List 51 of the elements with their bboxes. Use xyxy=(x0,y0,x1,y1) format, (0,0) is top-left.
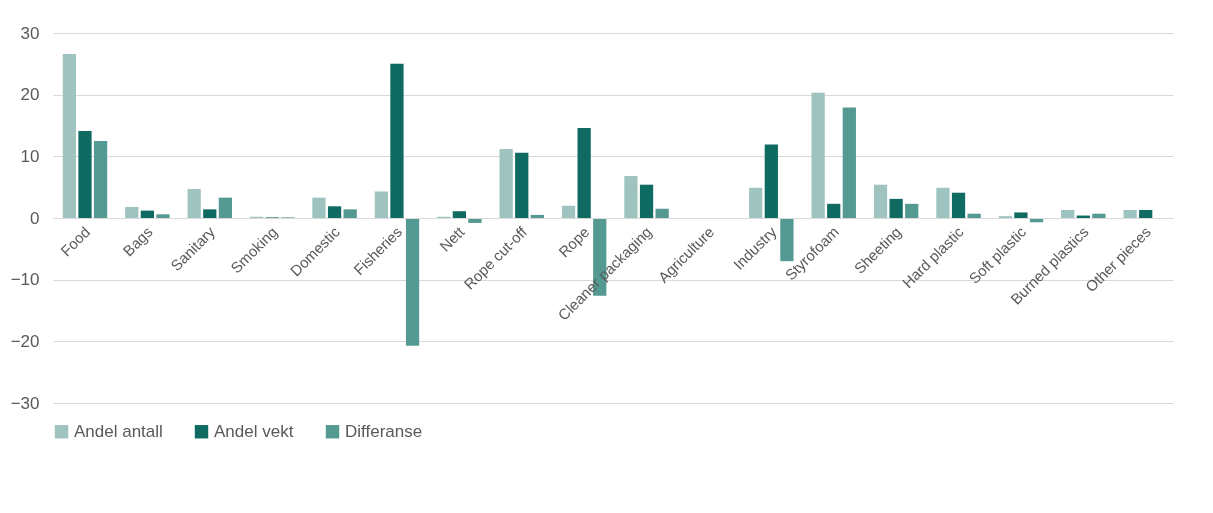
y-tick-label: 0 xyxy=(30,208,40,228)
bar xyxy=(499,148,513,218)
legend-label: Andel antall xyxy=(74,421,163,441)
bar xyxy=(827,203,841,218)
legend-label: Differanse xyxy=(345,421,423,441)
bar xyxy=(156,214,170,218)
y-tick-label: −10 xyxy=(10,270,40,290)
bar xyxy=(842,107,856,218)
bar xyxy=(1139,209,1153,218)
bar xyxy=(624,176,638,218)
y-tick-label: 30 xyxy=(20,23,40,43)
bar xyxy=(764,144,778,218)
bar xyxy=(140,210,154,218)
bar xyxy=(405,218,420,346)
bar xyxy=(561,205,576,218)
bar xyxy=(452,211,466,218)
bar xyxy=(1061,209,1075,218)
bar xyxy=(577,127,591,218)
bar xyxy=(889,198,903,218)
bar xyxy=(327,206,342,218)
y-tick-label: 10 xyxy=(20,146,40,166)
y-tick-label: −30 xyxy=(10,393,40,413)
bar xyxy=(374,191,388,218)
bar xyxy=(530,214,544,218)
bar xyxy=(811,92,825,218)
bar xyxy=(1014,212,1028,218)
y-tick-label: 20 xyxy=(20,85,40,105)
bar xyxy=(218,197,232,218)
bar xyxy=(639,184,654,218)
bar xyxy=(343,209,357,218)
bar xyxy=(905,203,919,218)
x-tick-label: Nett xyxy=(436,222,469,255)
bar xyxy=(203,209,217,218)
bar xyxy=(515,152,529,218)
bar xyxy=(78,131,92,218)
bar xyxy=(873,184,888,218)
bar xyxy=(749,187,763,218)
y-tick-label: −20 xyxy=(10,331,40,351)
bar xyxy=(312,197,326,218)
bar xyxy=(1123,209,1137,218)
bar xyxy=(951,192,966,218)
bar xyxy=(62,53,77,218)
bar xyxy=(390,63,404,218)
bar xyxy=(655,208,669,218)
legend-label: Andel vekt xyxy=(214,421,294,441)
bar xyxy=(967,213,981,218)
bar xyxy=(1092,213,1106,218)
bar xyxy=(936,187,950,218)
bar xyxy=(93,140,108,218)
bar xyxy=(125,206,139,218)
bar xyxy=(187,189,201,218)
